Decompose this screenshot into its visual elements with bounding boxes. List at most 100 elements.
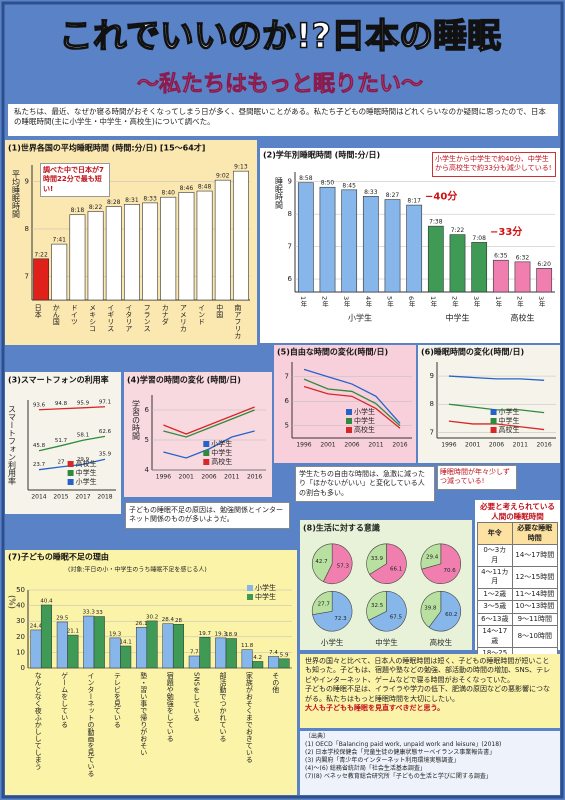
x-tick-label: 2001	[179, 474, 194, 481]
bar	[67, 634, 79, 669]
legend-swatch	[346, 409, 352, 415]
x-tick-label: 中国	[216, 303, 224, 319]
legend-swatch	[67, 470, 74, 476]
bar	[471, 242, 488, 293]
line	[303, 385, 401, 429]
annotation: −33分	[490, 225, 522, 238]
data-label: 70.6	[443, 568, 456, 574]
data-label: 40.4	[40, 598, 53, 604]
legend-swatch	[490, 409, 497, 415]
column-label: 中学生	[375, 637, 398, 647]
table-row: 1〜2歳 11〜14時間	[477, 587, 559, 602]
table-row: 4〜11カ月 12〜15時間	[477, 566, 559, 589]
legend-label: 高校生	[354, 425, 375, 434]
data-label: 33.9	[371, 556, 384, 562]
legend-swatch	[247, 594, 253, 600]
chart-title: (1)世界各国の平均睡眠時間 (時間:分/日) [15〜64才]	[8, 143, 205, 153]
chart-title: (3)スマートフォンの利用率	[8, 375, 109, 385]
data-label: 19.3	[215, 631, 228, 637]
column-label: 小学生	[321, 637, 344, 647]
pie-slice	[366, 590, 387, 621]
x-tick-label: イギリス	[107, 304, 115, 332]
chart-title: (4)学習の時間の変化 (時間/日)	[127, 375, 241, 385]
line	[38, 406, 106, 411]
data-label: 30.2	[146, 614, 158, 620]
x-tick-label: 南アフリカ	[234, 303, 242, 339]
data-label: 27	[58, 459, 65, 465]
line	[163, 406, 255, 435]
table-cell: 0〜3カ月	[477, 544, 513, 567]
y-tick-label: 9	[430, 372, 434, 380]
x-tick-label: 2011	[224, 474, 239, 481]
data-label: 39.8	[424, 605, 437, 611]
x-tick-label: 宿題や勉強をしている	[166, 671, 174, 742]
legend-label: 高校生	[499, 425, 520, 434]
pie-slice	[368, 590, 407, 632]
legend-label: 中学生	[354, 416, 375, 425]
bar	[427, 225, 444, 293]
chart-title: (5)自由な時間の変化(時間/日)	[277, 347, 388, 357]
data-label: 9:02	[216, 173, 230, 180]
line	[163, 409, 255, 438]
pie-slice	[428, 590, 462, 632]
y-tick-label: 8	[25, 225, 29, 233]
y-axis-label: 平均睡眠時間	[12, 170, 21, 219]
pie-slice	[366, 543, 387, 575]
y-tick-label: 50	[16, 586, 25, 594]
data-label: 26.1	[135, 621, 147, 627]
data-label: 4.2	[253, 655, 262, 661]
source-item: (4)〜(6) 総務省統計局「社会生活基本調査」	[305, 765, 426, 773]
line	[303, 368, 401, 424]
source-item: (7)(8) ベネッセ教育総合研究所「子どもの生活と学びに関する調査」	[305, 773, 492, 781]
bar	[105, 206, 122, 301]
data-label: 19.7	[199, 631, 212, 637]
bar	[492, 259, 509, 293]
data-label: 7:08	[472, 235, 486, 242]
bar	[196, 190, 213, 301]
legend-swatch	[67, 479, 74, 485]
x-tick-label: 4年	[364, 296, 372, 308]
data-label: 95.9	[77, 400, 90, 406]
bar	[51, 243, 68, 301]
x-tick-label: 6年	[407, 296, 415, 308]
x-tick-label: 2018	[97, 494, 112, 501]
data-label: 60.2	[445, 612, 457, 618]
data-label: 11.8	[241, 643, 254, 649]
x-tick-label: なんとなく夜ふかししてしまう	[34, 672, 42, 770]
data-label: 7:22	[34, 251, 48, 258]
data-label: 8:45	[342, 182, 356, 189]
line	[163, 430, 255, 459]
x-tick-label: かん国	[52, 304, 60, 326]
title: これでいいのか!?日本の睡眠	[59, 17, 501, 57]
pie-slice	[322, 543, 353, 584]
data-label: 9:13	[234, 164, 248, 171]
bar	[536, 268, 553, 293]
x-tick-label: ドイツ	[70, 304, 78, 325]
table-cell: 3〜5歳	[477, 600, 513, 614]
table-cell: 6〜13歳	[477, 612, 513, 627]
bar	[514, 261, 531, 293]
data-label: 45.8	[33, 443, 46, 449]
data-label: 57.3	[337, 564, 350, 570]
table-panel: 必要と考えられている人間の睡眠時間 年令 必要な睡眠時間 0〜3カ月 14〜17時間 4…	[475, 500, 560, 705]
data-label: 94.8	[55, 401, 68, 407]
group-label: 中学生	[446, 313, 470, 323]
x-tick-label: イタリア	[125, 304, 133, 332]
data-label: 28	[175, 618, 182, 624]
legend-swatch	[346, 427, 352, 433]
pie-slice	[369, 543, 407, 584]
bar	[232, 170, 249, 301]
x-tick-label: 2016	[247, 474, 262, 481]
legend-label: 小学生	[211, 439, 232, 448]
pie-slice	[420, 590, 442, 628]
callout: 小学生から中学生で約40分、中学生から高校生で約33分も減少している!	[432, 152, 556, 177]
x-tick-label: 1年	[494, 296, 502, 308]
x-tick-label: 2001	[465, 442, 480, 449]
data-label: 6:35	[494, 253, 508, 260]
table-cell: 1〜2歳	[477, 587, 513, 602]
x-tick-label: 3年	[537, 296, 545, 308]
y-tick-label: 9	[288, 178, 292, 186]
bar	[93, 616, 105, 669]
x-tick-label: 2015	[53, 494, 68, 501]
x-tick-label: ゲームをしている	[61, 672, 69, 728]
